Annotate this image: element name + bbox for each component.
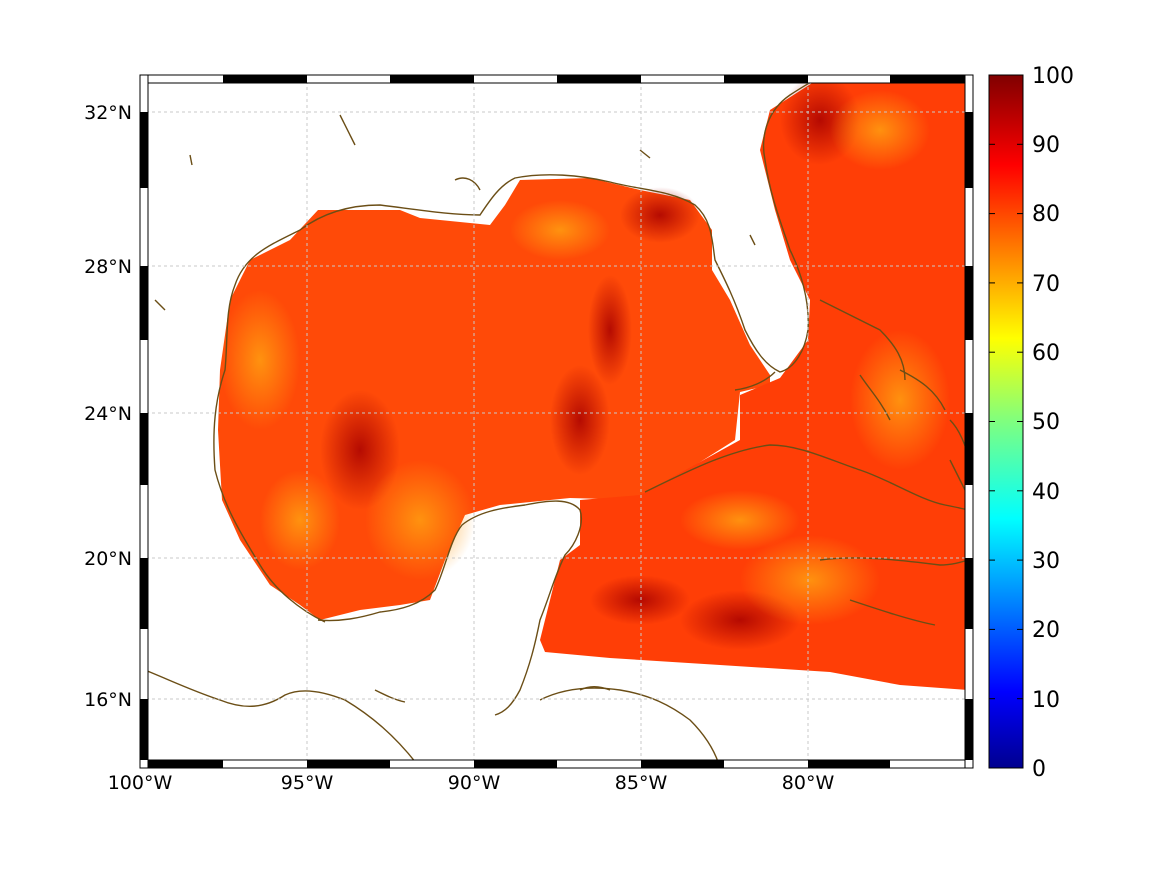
x-tick-label: 90°W: [448, 772, 501, 794]
x-tick-label: 85°W: [615, 772, 668, 794]
colorbar-tick-label: 60: [1032, 341, 1060, 366]
x-tick-label: 95°W: [281, 772, 334, 794]
y-tick-label: 32°N: [84, 102, 132, 124]
colorbar-tick-label: 40: [1032, 480, 1060, 505]
y-tick-label: 28°N: [84, 256, 132, 278]
colorbar-tick-label: 80: [1032, 202, 1060, 227]
colorbar-tick-label: 0: [1032, 757, 1046, 782]
coastline: [140, 75, 973, 768]
x-tick-label: 80°W: [782, 772, 835, 794]
colorbar-tick-label: 10: [1032, 688, 1060, 713]
colorbar-ticks: [989, 143, 1023, 700]
map-frame: [139, 74, 974, 769]
colorbar-tick-label: 90: [1032, 133, 1060, 158]
colorbar-tick-label: 100: [1032, 64, 1074, 89]
colorbar-tick-label: 30: [1032, 549, 1060, 574]
x-tick-label: 100°W: [108, 772, 173, 794]
y-tick-labels: 32°N 28°N 24°N 20°N 16°N: [84, 102, 132, 711]
colorbar-tick-label: 20: [1032, 618, 1060, 643]
colorbar: 100 90 80 70 60 50 40 30 20 10 0: [988, 64, 1074, 782]
colorbar-tick-label: 50: [1032, 410, 1060, 435]
y-tick-label: 16°N: [84, 689, 132, 711]
colorbar-tick-label: 70: [1032, 272, 1060, 297]
y-tick-label: 24°N: [84, 403, 132, 425]
atlantic-heat-field: [540, 78, 968, 690]
grid-lines: [140, 75, 973, 768]
y-tick-label: 20°N: [84, 548, 132, 570]
x-tick-labels: 100°W 95°W 90°W 85°W 80°W: [108, 772, 835, 794]
